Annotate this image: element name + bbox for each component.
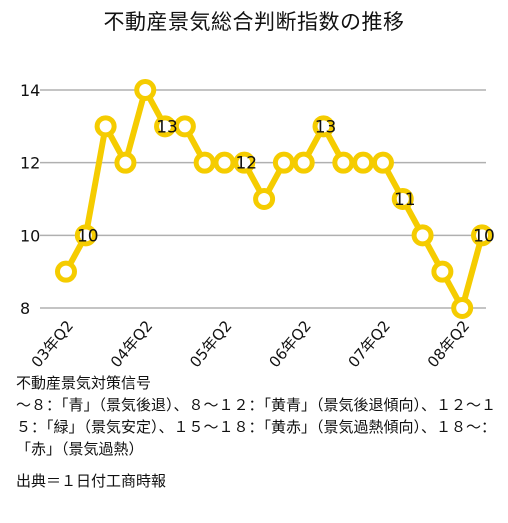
y-tick-label-8: 8 (20, 299, 30, 318)
data-point (193, 151, 216, 174)
data-point (312, 115, 335, 138)
data-point (431, 260, 454, 283)
data-point (471, 224, 493, 247)
x-tick-label: 06年Q2 (265, 317, 314, 370)
data-point (94, 115, 117, 138)
data-point (411, 224, 434, 247)
data-point (134, 79, 157, 101)
data-point (451, 297, 474, 319)
data-label: 10 (473, 226, 495, 246)
series-line (63, 87, 485, 311)
data-point (272, 151, 295, 174)
x-tick-label: 08年Q2 (424, 317, 473, 370)
line-chart: 8 10 12 14 10 13 12 13 11 10 03年Q2 04年Q2 05年Q2 06年Q2 0… (20, 79, 495, 370)
chart-title: 不動産景気総合判断指数の推移 (103, 10, 405, 34)
x-tick-label: 03年Q2 (28, 317, 77, 370)
source-note: 出典＝１日付工商時報 (16, 472, 167, 490)
data-point (173, 115, 196, 138)
data-point (114, 151, 137, 174)
data-label: 13 (156, 117, 178, 137)
data-point (391, 188, 414, 210)
data-point (371, 151, 394, 174)
data-label: 12 (235, 154, 257, 174)
data-label: 10 (77, 226, 99, 246)
legend-description: 〜８：「青」（景気後退）、８〜１２：「黄青」（景気後退傾向）、１２〜１５：「緑」… (16, 396, 497, 458)
x-tick-label: 05年Q2 (186, 317, 235, 370)
y-tick-label-12: 12 (20, 154, 40, 173)
data-point (74, 224, 97, 247)
data-label: 13 (315, 117, 337, 137)
data-point (213, 151, 236, 174)
data-point (154, 115, 177, 138)
data-point (352, 151, 375, 174)
x-tick-label: 04年Q2 (107, 317, 156, 370)
legend-title: 不動産景気対策信号 (16, 374, 152, 392)
y-tick-label-14: 14 (20, 81, 40, 100)
data-point (233, 151, 256, 174)
x-tick-label: 07年Q2 (345, 317, 394, 370)
notes-block: 不動産景気対策信号 〜８：「青」（景気後退）、８〜１２：「黄青」（景気後退傾向）… (16, 372, 496, 492)
data-point (55, 260, 77, 283)
data-point (253, 188, 276, 210)
data-point (332, 151, 355, 174)
y-tick-label-10: 10 (20, 226, 40, 245)
data-label: 11 (394, 190, 416, 210)
data-point (292, 151, 315, 174)
